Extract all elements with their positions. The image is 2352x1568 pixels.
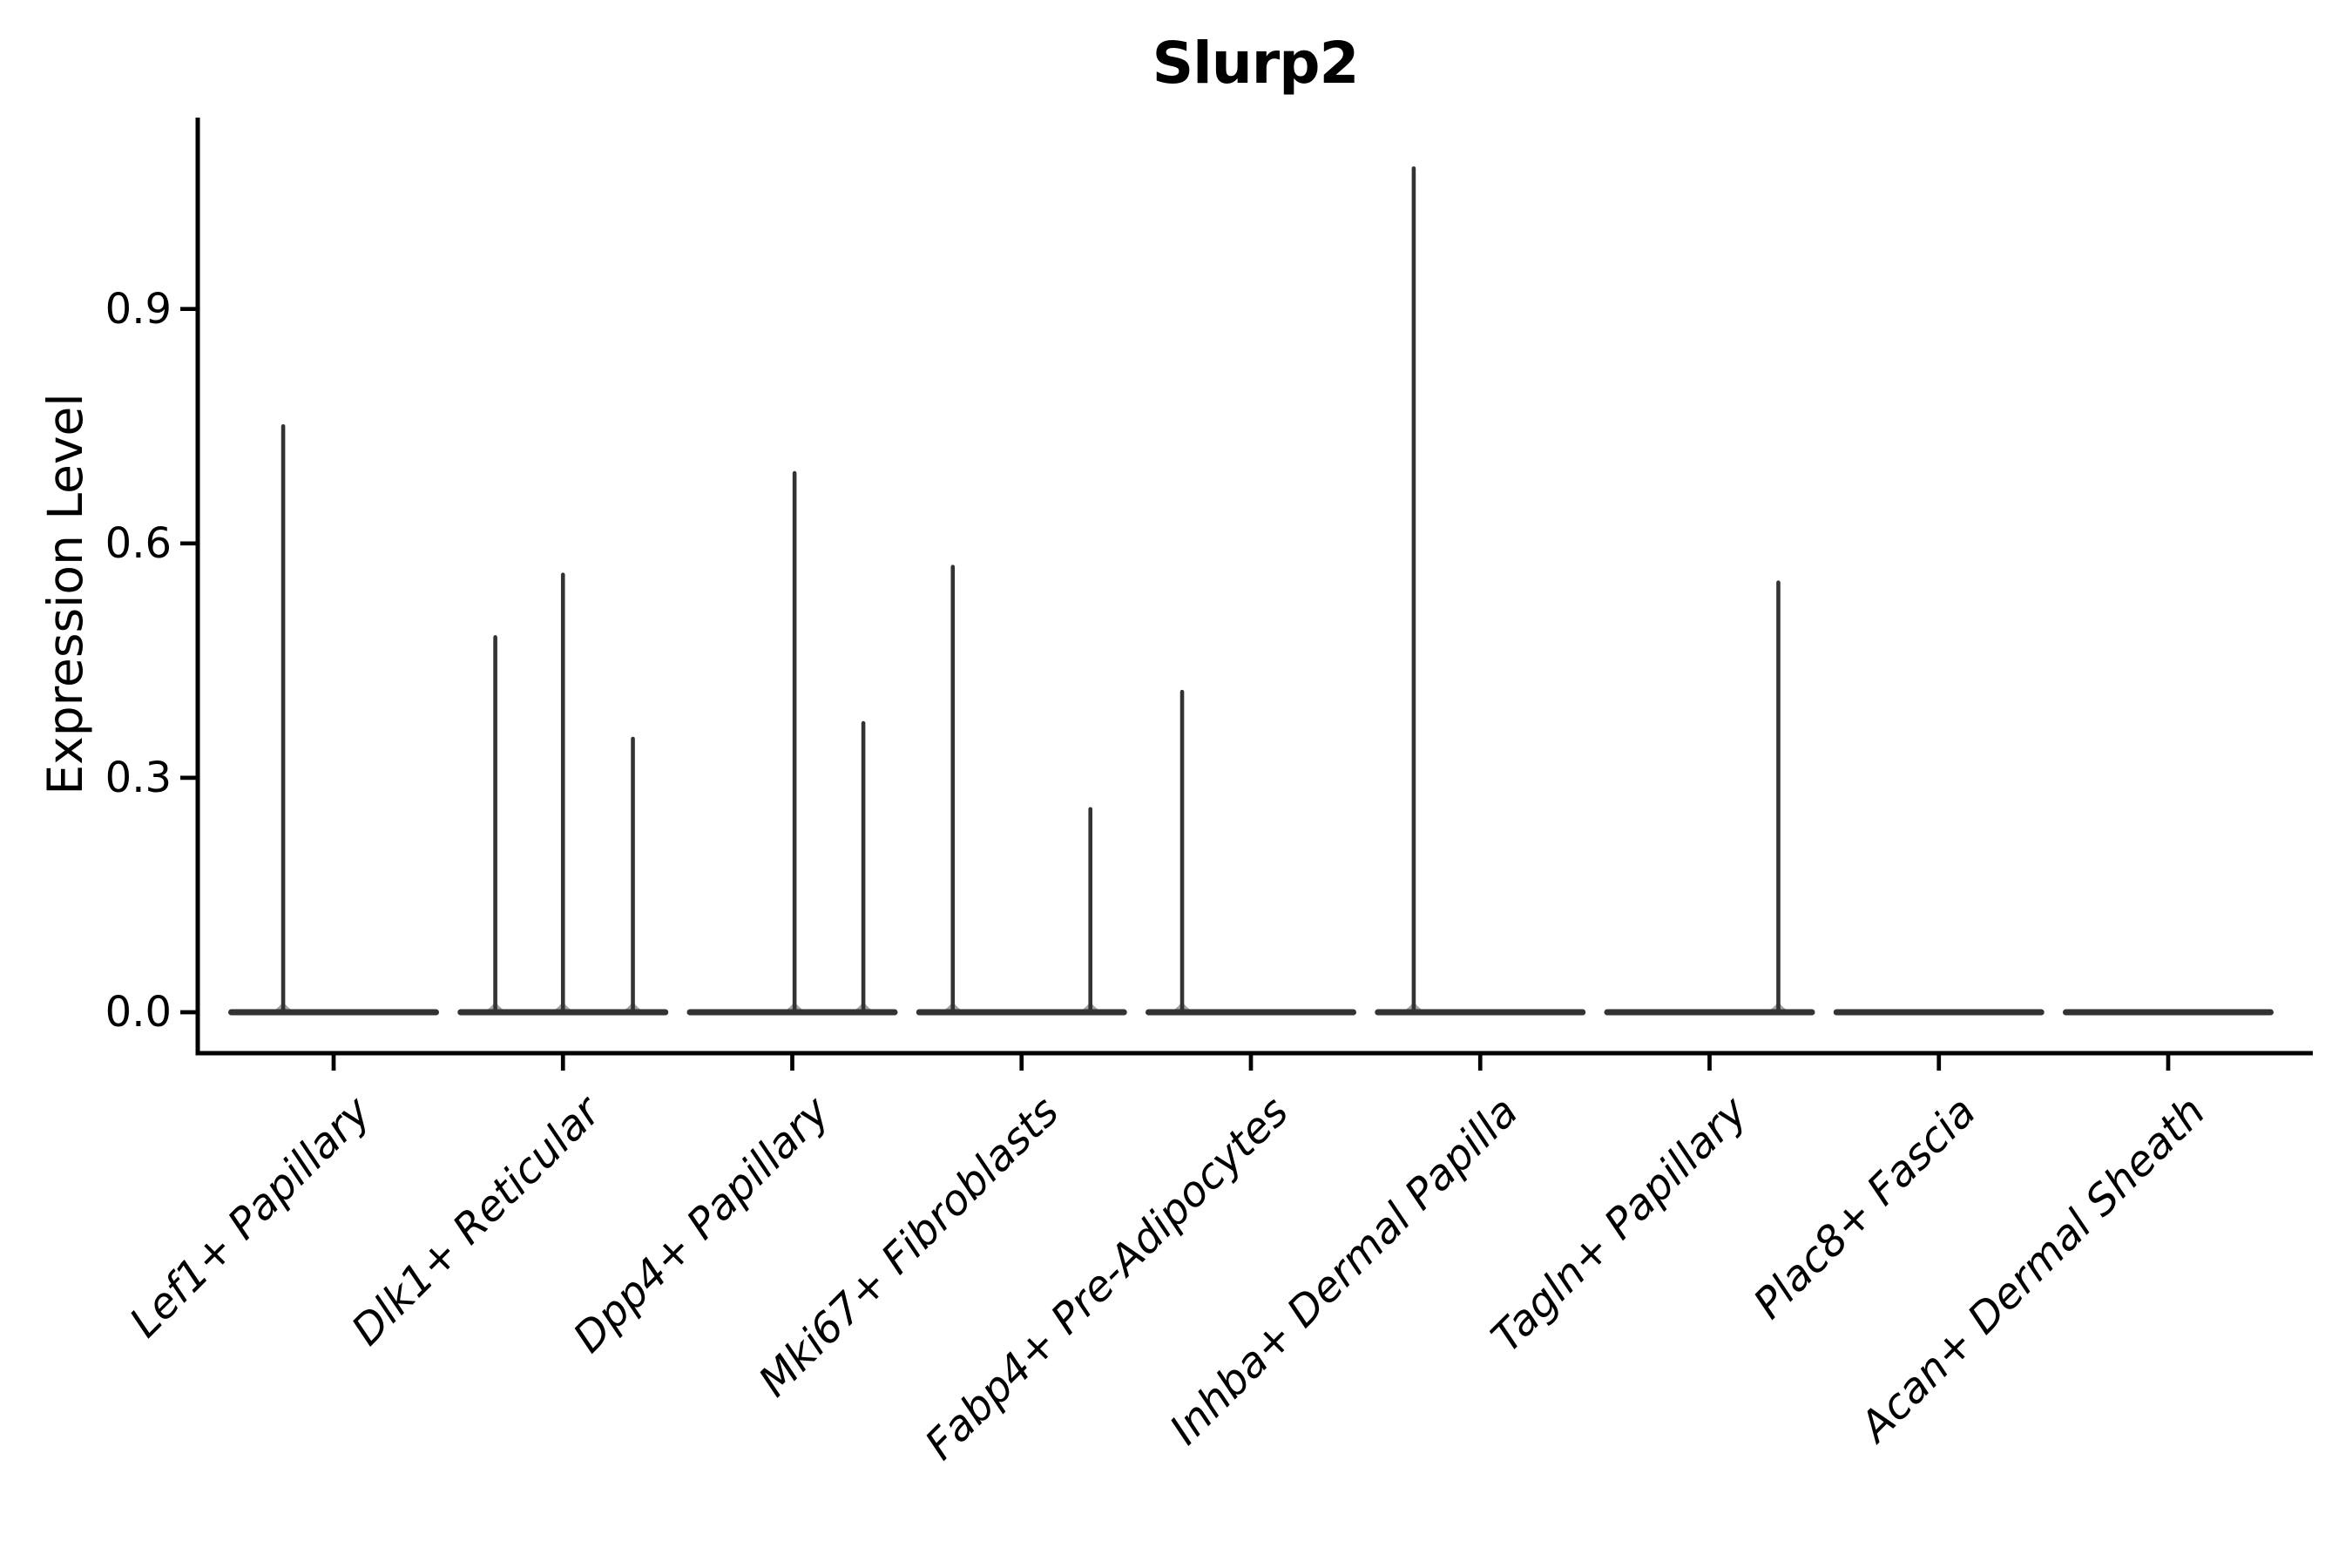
violin-baseline — [2063, 1009, 2274, 1016]
violin-baseline — [686, 1009, 898, 1016]
y-tick-label: 0.3 — [105, 753, 172, 802]
violin-baseline — [1604, 1009, 1815, 1016]
y-tick-label: 0.6 — [105, 518, 172, 568]
violin-baseline — [228, 1009, 439, 1016]
violin-baseline — [1375, 1009, 1586, 1016]
violin-baseline — [1146, 1009, 1356, 1016]
y-tick-label: 0.0 — [105, 988, 172, 1037]
violin-baseline — [1833, 1009, 2044, 1016]
chart-title: Slurp2 — [1152, 30, 1360, 97]
y-axis-label: Expression Level — [37, 393, 93, 795]
y-tick-label: 0.9 — [105, 284, 172, 334]
violin-baseline — [916, 1009, 1127, 1016]
